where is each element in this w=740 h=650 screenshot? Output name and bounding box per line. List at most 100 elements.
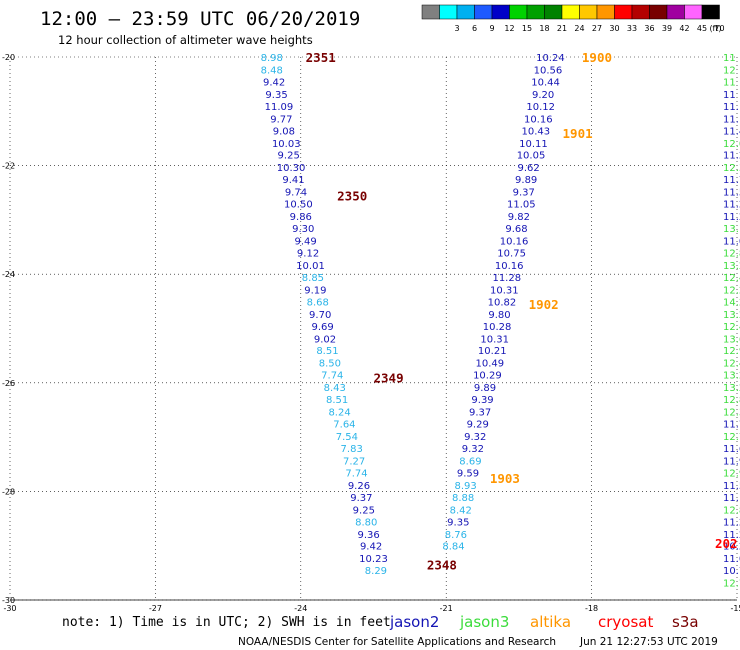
wave-height-value: 8.51 bbox=[326, 395, 348, 406]
wave-height-value: 9.25 bbox=[353, 505, 375, 516]
wave-height-value: 11.7 bbox=[723, 175, 740, 186]
lon-tick-label: -21 bbox=[440, 604, 453, 613]
wave-height-value: 8.50 bbox=[319, 359, 341, 370]
wave-height-value: 11.75 bbox=[723, 420, 740, 431]
wave-height-value: 11.06 bbox=[723, 554, 740, 565]
pass-number-label: 1901 bbox=[563, 126, 593, 141]
legend-tick-label: 3 bbox=[454, 24, 459, 33]
wave-height-value: 12.42 bbox=[723, 322, 740, 333]
legend-tick-label: 6 bbox=[472, 24, 477, 33]
wave-height-value: 10.29 bbox=[473, 371, 502, 382]
wave-height-value: 10.44 bbox=[531, 77, 560, 88]
wave-height-value: 10.23 bbox=[359, 554, 388, 565]
wave-height-value: 8.29 bbox=[365, 566, 387, 577]
legend-swatch bbox=[596, 4, 615, 20]
lat-lon-grid bbox=[9, 56, 738, 601]
wave-height-value: 9.30 bbox=[292, 224, 314, 235]
wave-height-value: 9.19 bbox=[304, 285, 326, 296]
wave-height-value: 9.86 bbox=[290, 212, 312, 223]
wave-height-value: 11. bbox=[723, 114, 739, 125]
wave-height-value: 11.20 bbox=[723, 212, 740, 223]
wave-height-value: 12.83 bbox=[723, 248, 740, 259]
lon-tick-label: -30 bbox=[3, 604, 16, 613]
wave-height-value: 10.30 bbox=[277, 163, 306, 174]
wave-height-value: 9.89 bbox=[474, 383, 496, 394]
satellite-label-jason2: jason2 bbox=[389, 613, 439, 631]
wave-height-value: 10.21 bbox=[478, 346, 507, 357]
wave-height-value: 9.69 bbox=[311, 322, 333, 333]
wave-height-value: 10.31 bbox=[480, 334, 509, 345]
map-subtitle: 12 hour collection of altimeter wave hei… bbox=[58, 33, 313, 47]
wave-height-value: 11.59 bbox=[723, 481, 740, 492]
legend-swatch bbox=[649, 4, 668, 20]
lat-tick-label: -30 bbox=[2, 596, 15, 605]
pass-number-label: 1902 bbox=[529, 297, 559, 312]
wave-height-value: 11 bbox=[723, 53, 736, 64]
wave-height-value: 12.91 bbox=[723, 346, 740, 357]
wave-height-value: 11 bbox=[723, 77, 736, 88]
wave-height-value: 13.16 bbox=[723, 224, 740, 235]
wave-height-value: 9.25 bbox=[278, 151, 300, 162]
legend-swatch bbox=[579, 4, 598, 20]
pass-number-label: 1900 bbox=[582, 50, 612, 65]
wave-height-value: 8.24 bbox=[328, 408, 350, 419]
wave-height-value: 10.78 bbox=[723, 566, 740, 577]
wave-height-value: 11.28 bbox=[492, 273, 521, 284]
wave-height-value: 10.49 bbox=[475, 359, 504, 370]
wave-height-value: 9.49 bbox=[295, 237, 317, 248]
legend-tick-label: 33 bbox=[627, 24, 637, 33]
wave-height-value: 10.56 bbox=[534, 65, 563, 76]
wave-height-value: 14.25 bbox=[723, 297, 740, 308]
wave-height-value: 11.05 bbox=[723, 237, 740, 248]
legend-tick-label: 36 bbox=[644, 24, 654, 33]
wave-height-value: 8.85 bbox=[302, 273, 324, 284]
wave-height-value: 9.77 bbox=[270, 114, 292, 125]
wave-height-value: 7.54 bbox=[336, 432, 358, 443]
legend-swatch bbox=[561, 4, 580, 20]
legend-tick-label: 24 bbox=[574, 24, 584, 33]
legend-swatch bbox=[439, 4, 458, 20]
pass-number-label: 2348 bbox=[427, 558, 457, 573]
satellite-label-cryosat: cryosat bbox=[598, 613, 653, 631]
pass-labels: 2351 2350 2349 2348 1900 1901 1902 1903 202 bbox=[306, 50, 738, 573]
legend-tick-label: 15 bbox=[522, 24, 532, 33]
wave-height-value: 9.08 bbox=[273, 126, 295, 137]
wave-height-value: 10.28 bbox=[483, 322, 512, 333]
wave-height-value: 9.41 bbox=[282, 175, 304, 186]
legend-swatch bbox=[509, 4, 528, 20]
wave-height-value: 9.42 bbox=[360, 542, 382, 553]
wave-height-value: 9.37 bbox=[469, 408, 491, 419]
legend-swatch bbox=[666, 4, 685, 20]
wave-height-value: 11 bbox=[723, 90, 736, 101]
pass-number-label: 202 bbox=[715, 536, 738, 551]
wave-height-value: 10.24 bbox=[536, 53, 565, 64]
wave-height-value: 9.36 bbox=[358, 530, 380, 541]
satellite-key: jason2 jason3 altika cryosat s3a bbox=[389, 613, 699, 631]
legend-swatch bbox=[614, 4, 633, 20]
wave-height-value: 7.64 bbox=[333, 420, 355, 431]
wave-height-value: 11.2 bbox=[723, 151, 740, 162]
wave-height-value: 13.63 bbox=[723, 334, 740, 345]
legend-tick-label: 21 bbox=[557, 24, 567, 33]
wave-height-value: 9.59 bbox=[457, 468, 479, 479]
wave-height-value: 9.74 bbox=[285, 188, 307, 199]
legend-swatch bbox=[701, 4, 720, 20]
wave-height-value: 8.68 bbox=[307, 297, 329, 308]
wave-height-value: 12.0 bbox=[723, 139, 740, 150]
wave-height-value: 7.27 bbox=[343, 456, 365, 467]
legend-tick-label: 30 bbox=[609, 24, 619, 33]
pass-number-label: 2351 bbox=[306, 50, 336, 65]
wave-height-value: 8.76 bbox=[445, 530, 467, 541]
legend-tick-label: 42 bbox=[679, 24, 689, 33]
legend-unit: (ft) bbox=[709, 24, 721, 33]
wave-height-value: 9.29 bbox=[467, 420, 489, 431]
wave-height-value: 10.11 bbox=[519, 139, 548, 150]
wave-height-value: 13.20 bbox=[723, 261, 740, 272]
wave-height-value: 8.43 bbox=[324, 383, 346, 394]
legend-swatch bbox=[684, 4, 703, 20]
wave-height-value: 9.39 bbox=[471, 395, 493, 406]
wave-height-value: 9.42 bbox=[263, 77, 285, 88]
wave-height-value: 10.05 bbox=[517, 151, 546, 162]
wave-height-value: 11. bbox=[723, 102, 739, 113]
wave-height-value: 9.80 bbox=[488, 310, 510, 321]
